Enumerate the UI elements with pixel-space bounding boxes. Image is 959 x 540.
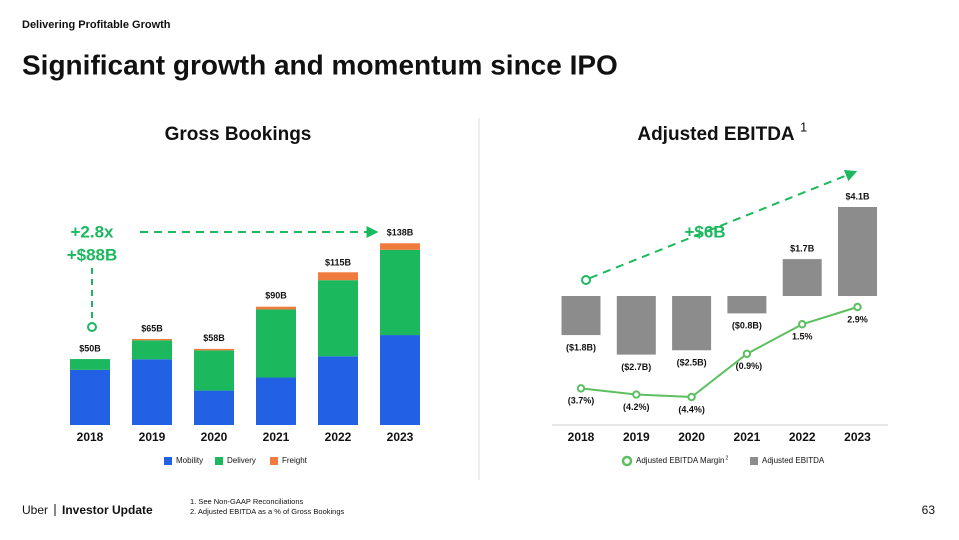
line-point [632, 390, 641, 399]
data-label: (4.2%) [623, 402, 650, 412]
annotation: +$6B [684, 222, 725, 241]
legend-swatch [270, 457, 278, 465]
bar-segment [194, 390, 234, 425]
bar [616, 296, 656, 355]
total-label: $65B [141, 324, 163, 334]
bar-segment [194, 348, 234, 351]
data-label: ($2.5B) [677, 358, 707, 368]
legend-label: Adjusted EBITDA [762, 456, 825, 465]
total-label: $138B [387, 227, 414, 237]
bar-segment [380, 243, 420, 250]
bar [782, 259, 822, 296]
slide-title: Significant growth and momentum since IP… [22, 49, 618, 80]
bar [561, 296, 601, 336]
footnote: 2. Adjusted EBITDA as a % of Gross Booki… [190, 507, 344, 516]
line-point [742, 349, 752, 359]
legend-note: 2 [725, 455, 728, 461]
bar-segment [318, 280, 358, 357]
bar-segment [194, 350, 234, 391]
total-label: $50B [79, 343, 101, 353]
marker-dot [581, 275, 591, 285]
data-label: ($0.8B) [732, 321, 762, 331]
legend-swatch [164, 457, 172, 465]
arrow [589, 169, 858, 279]
kicker: Delivering Profitable Growth [22, 19, 171, 31]
bar [838, 207, 877, 296]
x-tick-label: 2018 [568, 430, 595, 444]
bar-segment [318, 356, 358, 425]
bar-segment [318, 272, 358, 281]
data-label: $1.7B [790, 243, 815, 253]
total-label: $58B [203, 333, 225, 343]
bar-segment [132, 339, 172, 341]
bar [672, 296, 712, 351]
x-tick-label: 2020 [201, 430, 228, 444]
bar-segment [380, 335, 420, 425]
bar-segment [256, 306, 296, 310]
legend-label: Delivery [227, 456, 256, 465]
x-tick-label: 2023 [387, 430, 414, 444]
legend-swatch [750, 457, 758, 465]
line-point [853, 302, 862, 312]
bar-segment [256, 377, 296, 425]
section: Investor Update [62, 503, 153, 517]
data-label: ($2.7B) [621, 362, 651, 372]
title-note: 1 [800, 119, 807, 134]
x-tick-label: 2020 [678, 430, 705, 444]
data-label: 1.5% [792, 332, 813, 342]
data-label: (3.7%) [568, 396, 595, 406]
bar-segment [380, 249, 420, 336]
legend-label: Freight [282, 456, 308, 465]
chart-title: Gross Bookings [165, 124, 312, 145]
annotation: +$88B [67, 245, 118, 264]
total-label: $115B [325, 258, 352, 268]
line-point [798, 320, 807, 329]
data-label: ($1.8B) [566, 342, 596, 352]
x-tick-label: 2021 [263, 430, 290, 444]
bar-segment [70, 359, 110, 370]
line-point [576, 384, 586, 393]
marker-dot [87, 322, 97, 332]
line [580, 306, 858, 399]
legend-swatch [215, 457, 223, 465]
page-number: 63 [922, 503, 936, 517]
data-label: $4.1B [845, 191, 870, 201]
bar-segment [70, 369, 110, 425]
data-label: 2.9% [847, 314, 868, 324]
legend-swatch [621, 455, 633, 467]
brand: Uber [22, 503, 48, 517]
legend-label: Mobility [176, 456, 203, 465]
x-tick-label: 2022 [789, 430, 816, 444]
x-tick-label: 2018 [77, 430, 104, 444]
data-label: (4.4%) [678, 404, 705, 414]
x-tick-label: 2019 [623, 430, 650, 444]
x-tick-label: 2021 [734, 430, 761, 444]
x-tick-label: 2019 [139, 430, 166, 444]
line-point [687, 392, 696, 402]
bar-segment [132, 340, 172, 360]
annotation: +2.8x [70, 222, 114, 241]
legend-label: Adjusted EBITDA Margin [636, 456, 724, 465]
x-tick-label: 2023 [844, 430, 871, 444]
x-tick-label: 2022 [325, 430, 352, 444]
footnote: 1. See Non-GAAP Reconciliations [190, 497, 304, 506]
bar-segment [132, 359, 172, 425]
chart-title: Adjusted EBITDA [637, 124, 795, 145]
bar-segment [256, 309, 296, 378]
data-label: (0.9%) [736, 361, 763, 371]
total-label: $90B [265, 291, 287, 301]
bar [727, 296, 767, 314]
